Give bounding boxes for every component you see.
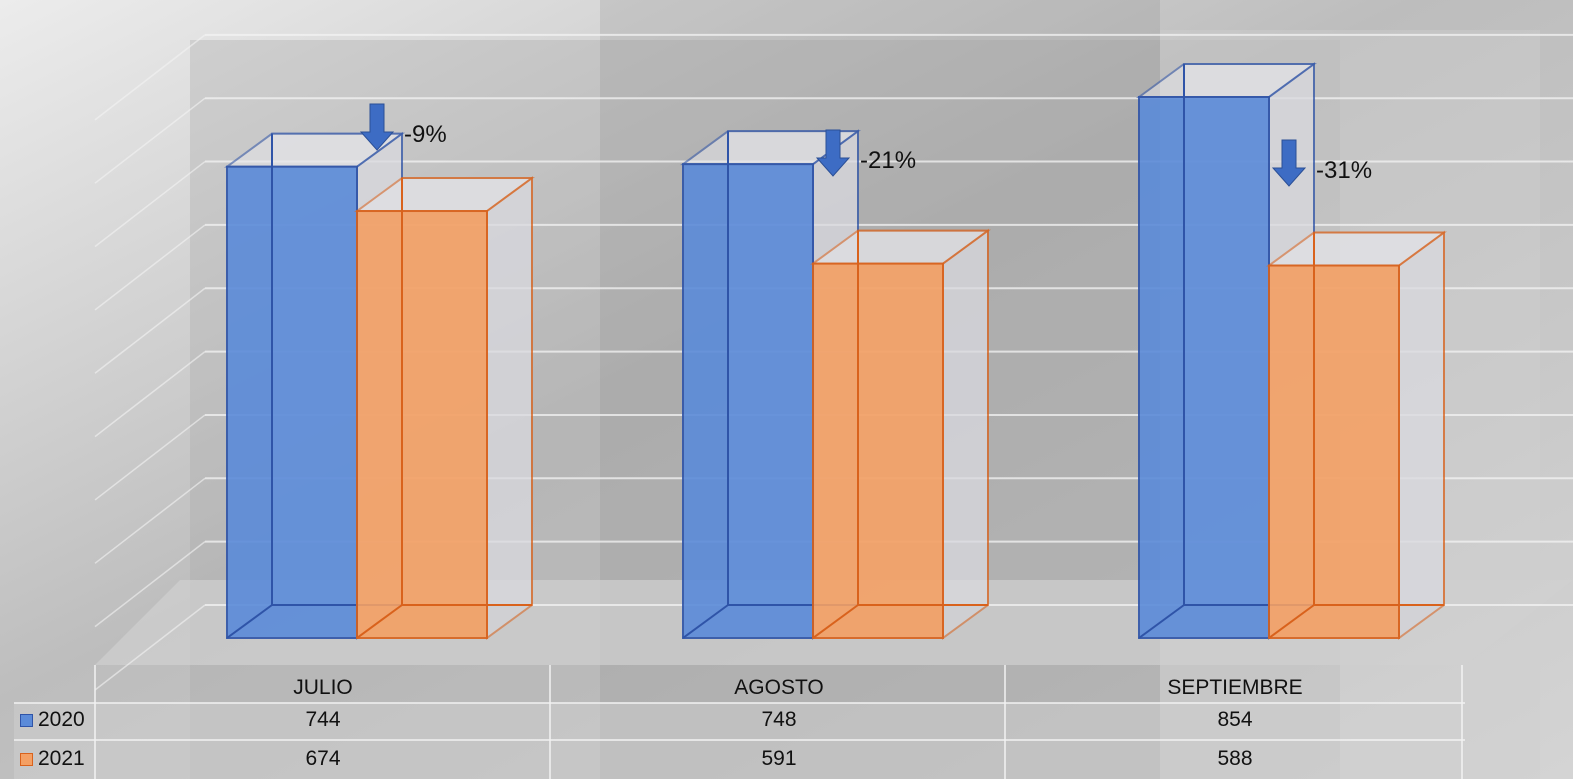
arrow-down-icon [815, 129, 851, 177]
gridline-side [94, 97, 206, 184]
category-label: SEPTIEMBRE [1167, 676, 1303, 699]
legend-label: 2020 [38, 708, 85, 731]
gridline-side [94, 414, 206, 501]
bar-2021-septiembre [1265, 230, 1448, 640]
change-annotation: -21% [860, 147, 917, 174]
data-table-cell: 748 [761, 708, 797, 731]
data-table-cell: 588 [1217, 747, 1253, 770]
category-label: AGOSTO [734, 676, 824, 699]
bar-2021-agosto [809, 228, 992, 640]
data-table [14, 665, 1465, 779]
category-label: JULIO [293, 676, 353, 699]
gridline-side [94, 224, 206, 311]
data-table-cell: 854 [1217, 708, 1253, 731]
arrow-down-icon [359, 103, 395, 151]
data-table-cell: 591 [761, 747, 797, 770]
legend-entry: 2021 [20, 747, 85, 771]
gridline-side [94, 604, 206, 691]
gridline-side [94, 34, 206, 121]
gridline-side [94, 160, 206, 248]
data-table-cell: 674 [305, 747, 341, 770]
change-annotation: -9% [404, 121, 447, 148]
gridline-side [94, 287, 206, 374]
legend-swatch [20, 752, 33, 766]
legend-swatch [20, 713, 33, 727]
bar-2021-julio [353, 176, 536, 640]
gridline-side [94, 351, 206, 438]
arrow-down-icon [1271, 139, 1307, 187]
gridline-side [94, 477, 206, 564]
data-table-cell: 744 [305, 708, 341, 731]
legend-entry: 2020 [20, 708, 85, 732]
change-annotation: -31% [1316, 157, 1373, 184]
gridline-side [94, 541, 206, 628]
legend-label: 2021 [38, 747, 85, 770]
